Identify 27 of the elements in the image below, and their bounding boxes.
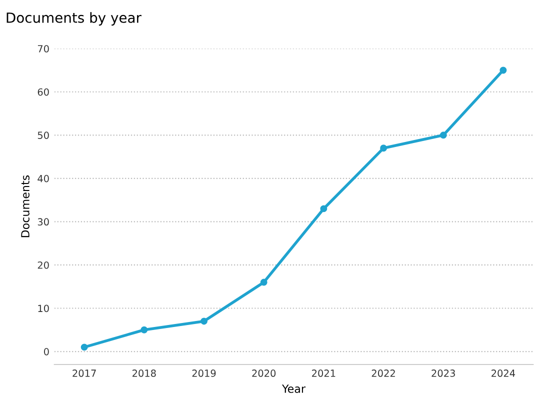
y-tick-label: 0: [44, 348, 49, 356]
point: [80, 344, 88, 351]
y-tick-label: 40: [38, 174, 49, 182]
point: [140, 326, 148, 334]
y-tick-label: 10: [38, 304, 49, 312]
point: [320, 205, 328, 212]
x-tick-label: 2018: [132, 370, 156, 377]
point: [380, 144, 387, 152]
x-tick-label: 2019: [192, 370, 216, 377]
point: [500, 66, 507, 74]
y-tick-label: 60: [38, 88, 49, 96]
chart-title: Documents by year: [6, 12, 142, 26]
x-tick-label: 2024: [492, 370, 516, 377]
x-tick-label: 2020: [252, 370, 276, 377]
y-tick-label: 50: [38, 132, 49, 139]
y-tick-label: 20: [38, 261, 49, 269]
x-tick-label: 2022: [372, 370, 395, 377]
x-tick-label: 2021: [312, 370, 336, 377]
point: [200, 318, 208, 325]
x-tick-label: 2023: [432, 370, 455, 377]
x-axis-title: Year: [282, 384, 306, 393]
point: [440, 132, 447, 139]
y-tick-label: 70: [38, 45, 49, 52]
x-tick-label: 2017: [72, 370, 96, 377]
point: [260, 278, 268, 286]
y-axis-title: Documents: [21, 175, 30, 238]
y-tick-label: 30: [38, 218, 49, 226]
